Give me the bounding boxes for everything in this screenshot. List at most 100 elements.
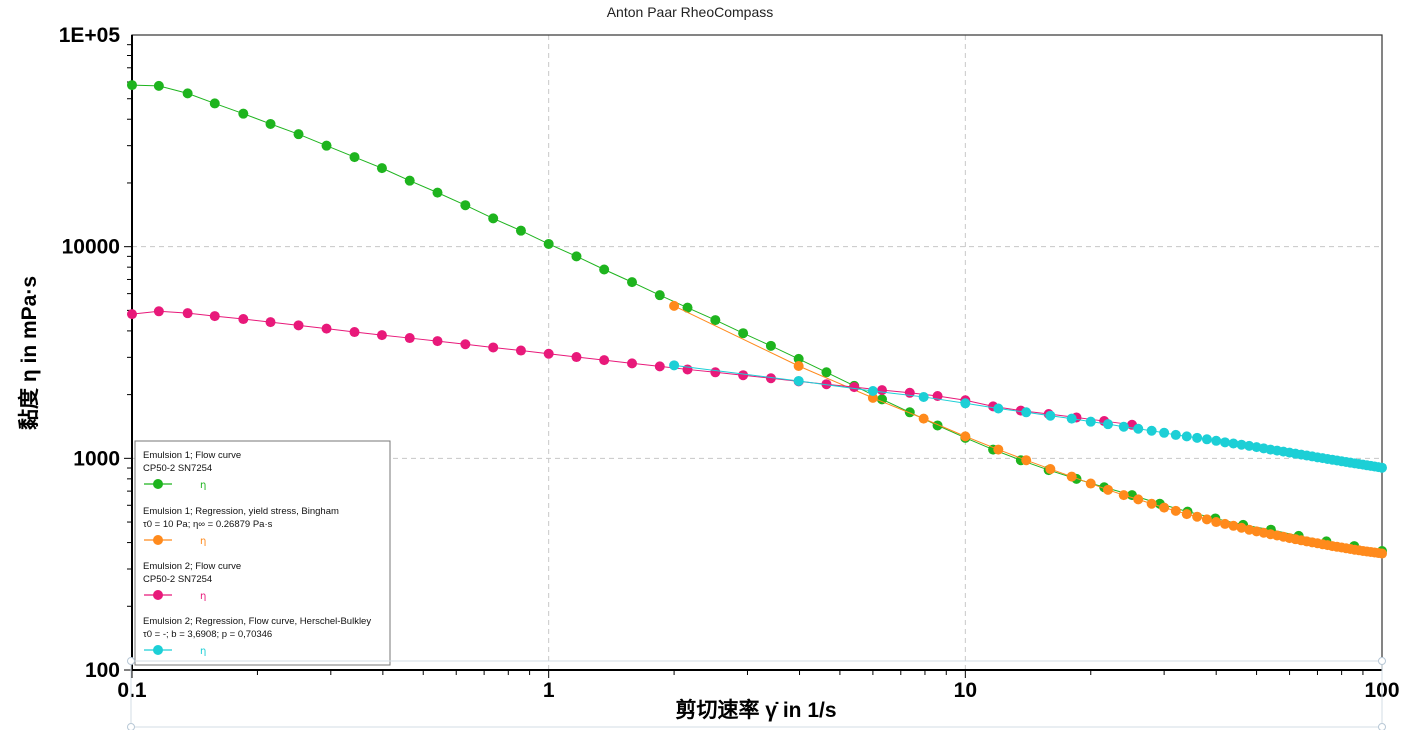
data-point (1236, 522, 1247, 533)
data-point (1085, 478, 1096, 489)
data-point (376, 330, 387, 341)
data-point (1133, 423, 1144, 434)
data-point (960, 398, 971, 409)
legend-item-2[interactable]: Emulsion 1; Regression, yield stress, Bi… (143, 506, 339, 547)
legend-series-name: Emulsion 2; Regression, Flow curve, Hers… (143, 616, 371, 627)
data-point (710, 367, 721, 378)
data-point (918, 413, 929, 424)
series-4 (669, 360, 1387, 473)
series-layer (127, 80, 1387, 559)
data-point (793, 361, 804, 372)
legend-box (134, 440, 391, 666)
data-point (904, 407, 915, 418)
y-tick-label: 10000 (62, 236, 120, 259)
x-tick-label: 0.1 (117, 679, 147, 702)
legend-series-detail: CP50-2 SN7254 (143, 574, 212, 585)
resize-handle[interactable] (127, 723, 135, 730)
y-tick-label: 1E+05 (59, 24, 121, 47)
data-point (627, 277, 638, 288)
y-tick-label: 1000 (73, 447, 120, 470)
data-point (238, 108, 249, 119)
data-point (877, 385, 888, 396)
data-point (1181, 509, 1192, 520)
data-point (918, 391, 929, 402)
resize-handle[interactable] (127, 657, 135, 665)
data-point (460, 200, 471, 211)
data-point (765, 340, 776, 351)
data-point (993, 444, 1004, 455)
data-point (793, 375, 804, 386)
data-point (1220, 437, 1231, 448)
data-point (821, 379, 832, 390)
legend-series-detail: τ0 = -; b = 3,6908; p = 0,70346 (143, 629, 272, 640)
data-point (1244, 440, 1255, 451)
data-point (1159, 502, 1170, 513)
data-point (993, 403, 1004, 414)
data-point (1146, 425, 1157, 436)
data-point (932, 420, 943, 431)
data-point (571, 352, 582, 363)
y-axis-title: 黏度 η in mPa·s (17, 276, 41, 430)
data-point (182, 88, 193, 99)
series-3 (127, 306, 1138, 430)
data-point (867, 392, 878, 403)
data-point (238, 314, 249, 325)
data-point (669, 300, 680, 311)
data-point (765, 373, 776, 384)
data-point (599, 264, 610, 275)
legend-marker (153, 535, 163, 545)
data-point (682, 364, 693, 375)
data-point (1170, 505, 1181, 516)
data-point (321, 140, 332, 151)
selection-handles[interactable] (127, 657, 1386, 730)
data-point (654, 290, 665, 301)
data-point (1211, 435, 1222, 446)
legend-marker (153, 479, 163, 489)
data-point (738, 370, 749, 381)
data-point (127, 80, 137, 91)
data-point (488, 342, 499, 353)
data-point (1146, 498, 1157, 509)
legend-series-name: Emulsion 1; Regression, yield stress, Bi… (143, 506, 339, 517)
data-point (432, 187, 443, 198)
data-point (877, 394, 888, 405)
legend-item-4[interactable]: Emulsion 2; Regression, Flow curve, Hers… (143, 616, 371, 657)
resize-handle[interactable] (1378, 723, 1386, 730)
legend-series-name: Emulsion 1; Flow curve (143, 450, 241, 461)
legend-symbol: η (200, 646, 206, 657)
legend-series-detail: τ0 = 10 Pa; η∞ = 0.26879 Pa·s (143, 519, 273, 530)
data-point (1066, 471, 1077, 482)
data-point (710, 315, 721, 326)
data-point (543, 348, 554, 359)
data-point (404, 333, 415, 344)
data-point (867, 386, 878, 397)
data-point (1103, 484, 1114, 495)
data-point (1201, 434, 1212, 445)
legend-symbol: η (200, 536, 206, 547)
data-point (182, 308, 193, 319)
data-point (1220, 518, 1231, 529)
data-point (654, 361, 665, 372)
data-point (738, 328, 749, 339)
legend-item-1[interactable]: Emulsion 1; Flow curve CP50-2 SN7254 η (143, 450, 241, 491)
data-point (821, 367, 832, 378)
data-point (543, 238, 554, 249)
data-point (1085, 416, 1096, 427)
data-point (849, 382, 860, 393)
data-point (293, 320, 304, 331)
data-point (1236, 439, 1247, 450)
y-tick-label: 100 (85, 659, 120, 682)
legend-item-3[interactable]: Emulsion 2; Flow curve CP50-2 SN7254 η (143, 561, 241, 602)
data-point (627, 358, 638, 369)
legend-marker (153, 590, 163, 600)
resize-handle[interactable] (1378, 657, 1386, 665)
legend-symbol: η (200, 480, 206, 491)
data-point (1021, 407, 1032, 418)
data-point (153, 80, 164, 91)
data-point (1021, 455, 1032, 466)
x-tick-label: 10 (954, 679, 977, 702)
data-point (1118, 421, 1129, 432)
